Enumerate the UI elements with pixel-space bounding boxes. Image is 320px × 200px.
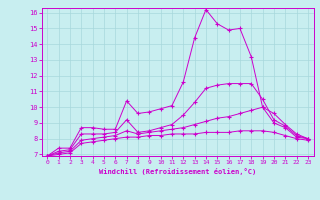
X-axis label: Windchill (Refroidissement éolien,°C): Windchill (Refroidissement éolien,°C) [99,168,256,175]
